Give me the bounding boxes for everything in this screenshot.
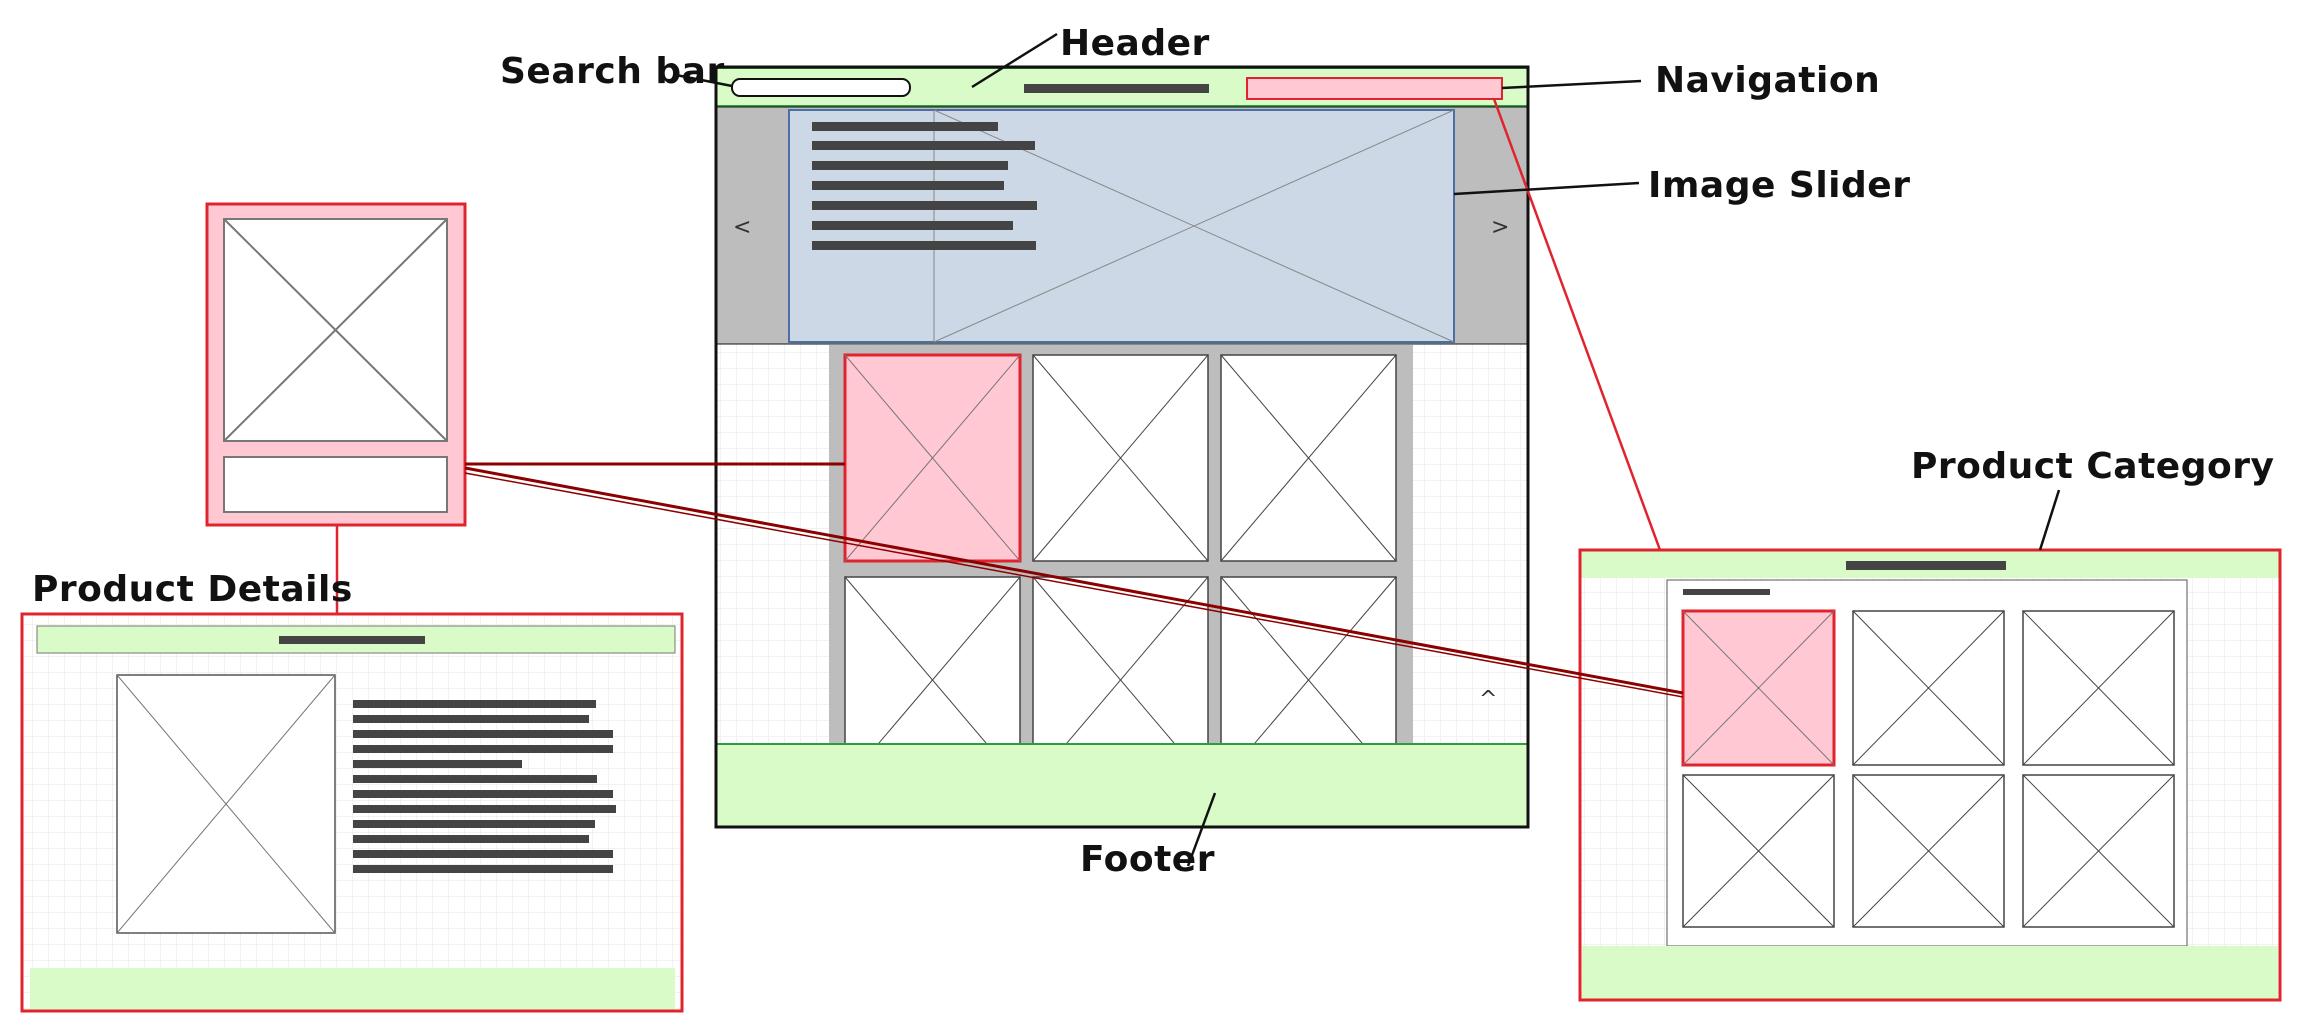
connector-lines <box>335 32 2061 867</box>
main-page-mockup: < > <box>714 65 1530 829</box>
product-card[interactable] <box>1220 354 1397 562</box>
category-title-bar <box>1846 561 2006 570</box>
search-bar[interactable] <box>731 78 911 97</box>
label-product-category: Product Category <box>1911 446 2274 487</box>
label-search-bar: Search bar <box>500 51 725 92</box>
category-card[interactable] <box>2022 774 2175 928</box>
slider-prev-arrow[interactable]: < <box>733 215 751 240</box>
details-footer <box>30 968 675 1011</box>
label-navigation: Navigation <box>1655 60 1880 101</box>
product-card[interactable] <box>1032 354 1209 562</box>
product-grid <box>829 345 1413 784</box>
details-title-bar <box>279 636 425 644</box>
category-card-highlighted[interactable] <box>1681 609 1836 767</box>
product-category-page <box>1578 548 2282 1002</box>
category-footer <box>1582 946 2278 999</box>
category-card[interactable] <box>1852 610 2005 766</box>
image-slider: < > <box>715 106 1529 345</box>
header-title-bar <box>1024 84 1209 93</box>
label-image-slider: Image Slider <box>1648 165 1910 206</box>
slider-text-lines <box>812 122 1037 250</box>
product-card-highlighted[interactable] <box>843 353 1022 563</box>
main-footer <box>715 743 1529 828</box>
slider-next-arrow[interactable]: > <box>1491 215 1509 240</box>
category-card[interactable] <box>1682 774 1835 928</box>
product-details-page <box>20 612 684 1013</box>
label-footer: Footer <box>1080 839 1215 880</box>
category-card[interactable] <box>2022 610 2175 766</box>
scroll-top-glyph[interactable]: ^ <box>1479 687 1497 712</box>
category-heading-bar <box>1683 589 1770 595</box>
label-product-details: Product Details <box>32 569 353 610</box>
category-card[interactable] <box>1852 774 2005 928</box>
details-text-lines <box>353 700 616 873</box>
label-header: Header <box>1060 23 1210 64</box>
callout-labels: Search bar Header Navigation Image Slide… <box>32 23 2274 880</box>
product-card-zoom <box>205 202 467 527</box>
navigation-bar[interactable] <box>1246 77 1503 100</box>
